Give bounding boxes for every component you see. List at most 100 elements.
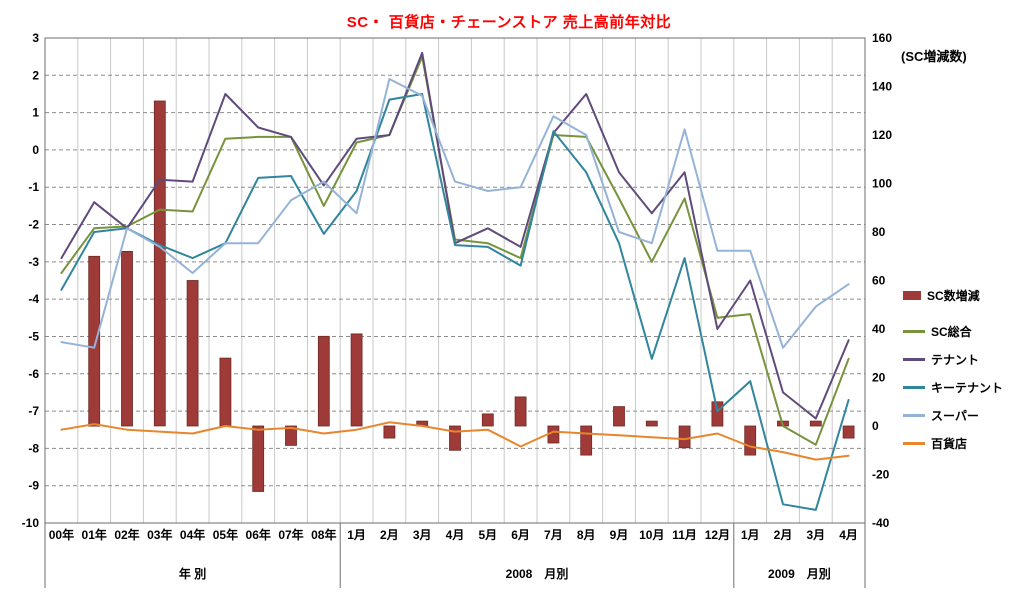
legend-label: 百貨店 — [931, 436, 968, 451]
chart-title: SC・ 百貨店・チェーンストア 売上高前年対比 — [346, 14, 672, 31]
svg-text:-3: -3 — [28, 255, 39, 269]
bar — [481, 413, 494, 427]
svg-text:4月: 4月 — [446, 528, 465, 542]
legend-swatch-line — [903, 357, 925, 361]
bar — [547, 425, 560, 444]
bar — [252, 425, 265, 492]
svg-text:7月: 7月 — [544, 528, 563, 542]
svg-text:1月: 1月 — [347, 528, 366, 542]
vertical-gridlines — [77, 38, 833, 523]
svg-text:-6: -6 — [28, 367, 39, 381]
legend-label: SC数増減 — [927, 288, 980, 303]
legend-item: SC総合 — [903, 322, 1003, 340]
legend-item: キーテナント — [903, 378, 1003, 396]
bar — [88, 255, 101, 427]
svg-text:00年: 00年 — [49, 527, 74, 542]
svg-text:140: 140 — [872, 80, 892, 94]
legend: SC数増減 SC総合テナントキーテナント スーパー百貨店 — [903, 286, 1003, 452]
legend-swatch-line — [903, 413, 925, 417]
legend-swatch-bar — [903, 290, 921, 300]
svg-text:-8: -8 — [28, 441, 39, 455]
category-labels: 00年 01年 02年 03年 04年 05年 06年 07年 08年 1月 2月 3月 4月 5月 6月 7… — [49, 527, 858, 542]
category-group-labels: 年 別 2008 月別 2009 月別 — [44, 523, 866, 588]
svg-text:-9: -9 — [28, 479, 39, 493]
bar — [580, 425, 593, 456]
svg-text:9月: 9月 — [610, 528, 629, 542]
svg-text:05年: 05年 — [213, 527, 238, 542]
svg-text:120: 120 — [872, 128, 892, 142]
legend-label: SC総合 — [931, 324, 972, 339]
svg-text:80: 80 — [872, 225, 886, 239]
svg-text:-40: -40 — [872, 516, 890, 530]
right-axis-labels: 160 140 120 100 80 60 40 20 0 -20 -40 — [872, 31, 892, 530]
svg-text:2月: 2月 — [380, 528, 399, 542]
bar — [678, 425, 691, 449]
group-label: 年 別 — [179, 566, 206, 581]
line-series-4 — [60, 78, 850, 349]
legend-label: スーパー — [931, 408, 979, 423]
svg-text:-5: -5 — [28, 329, 39, 343]
bar — [514, 396, 527, 427]
right-axis-title: (SC増減数) — [901, 49, 967, 64]
legend-swatch-line — [903, 441, 925, 445]
bar — [645, 420, 658, 427]
svg-text:11月: 11月 — [672, 528, 697, 542]
bar — [842, 425, 855, 439]
legend-item: スーパー — [903, 406, 1003, 424]
bar — [449, 425, 461, 451]
svg-text:3月: 3月 — [413, 528, 432, 542]
legend-swatch-line — [903, 329, 925, 333]
bar — [317, 335, 330, 427]
group-label: 2008 月別 — [506, 567, 569, 581]
bar — [121, 250, 133, 427]
svg-text:0: 0 — [32, 143, 39, 157]
svg-text:10月: 10月 — [639, 528, 664, 542]
svg-text:100: 100 — [872, 177, 892, 191]
svg-text:1月: 1月 — [741, 528, 760, 542]
svg-text:8月: 8月 — [577, 528, 596, 542]
svg-text:-2: -2 — [28, 218, 39, 232]
svg-text:06年: 06年 — [246, 527, 271, 542]
horizontal-gridlines — [45, 74, 865, 487]
svg-text:40: 40 — [872, 322, 886, 336]
svg-text:-1: -1 — [28, 180, 39, 194]
bar — [809, 420, 822, 427]
legend-item: SC数増減 — [903, 286, 1003, 304]
svg-text:-7: -7 — [28, 404, 39, 418]
svg-text:04年: 04年 — [180, 527, 205, 542]
group-label: 2009 月別 — [768, 567, 831, 581]
bar — [153, 100, 166, 427]
bar — [711, 401, 724, 427]
line-series-3 — [60, 93, 850, 511]
legend-label: テナント — [931, 352, 980, 367]
svg-text:12月: 12月 — [705, 528, 730, 542]
bar — [285, 425, 297, 446]
svg-text:1: 1 — [32, 106, 39, 120]
svg-text:3: 3 — [32, 31, 39, 45]
svg-text:160: 160 — [872, 31, 892, 45]
svg-text:3月: 3月 — [806, 528, 825, 542]
svg-text:20: 20 — [872, 371, 886, 385]
svg-text:02年: 02年 — [114, 527, 139, 542]
svg-text:01年: 01年 — [82, 527, 107, 542]
svg-text:2月: 2月 — [774, 528, 793, 542]
svg-text:4月: 4月 — [839, 528, 858, 542]
bar — [186, 280, 199, 427]
legend-item: テナント — [903, 350, 1003, 368]
svg-text:08年: 08年 — [311, 527, 336, 542]
svg-text:6月: 6月 — [511, 528, 530, 542]
legend-label: キーテナント — [931, 380, 1004, 395]
bar — [350, 333, 363, 427]
svg-text:60: 60 — [872, 274, 886, 288]
bar — [613, 406, 625, 427]
plot-border — [44, 37, 866, 524]
svg-text:0: 0 — [872, 419, 879, 433]
svg-text:-4: -4 — [28, 292, 39, 306]
legend-swatch-line — [903, 385, 925, 389]
svg-text:03年: 03年 — [147, 527, 172, 542]
bar — [744, 425, 757, 456]
legend-item: 百貨店 — [903, 434, 1003, 452]
bar — [383, 425, 396, 439]
